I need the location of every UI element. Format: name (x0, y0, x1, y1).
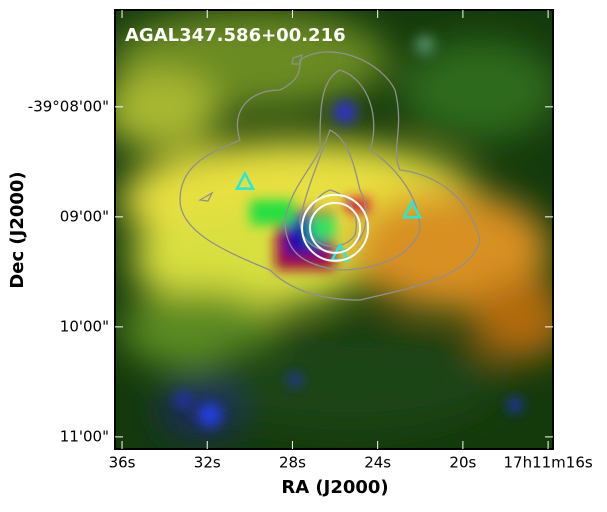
y-tick-label: -39°08'00" (28, 97, 109, 115)
x-tick-label: 24s (364, 454, 391, 472)
chart-title: AGAL347.586+00.216 (125, 25, 346, 46)
y-tick-label: 09'00" (60, 207, 109, 225)
y-tick-label: 10'00" (60, 317, 109, 335)
y-axis-label: Dec (J2000) (7, 171, 28, 288)
x-tick-label: 32s (194, 454, 221, 472)
x-tick-label: 17h11m16s (503, 454, 592, 472)
triangle-marker (234, 170, 256, 190)
x-axis-label: RA (J2000) (281, 477, 388, 498)
x-tick-label: 28s (279, 454, 306, 472)
sky-image (115, 10, 553, 449)
x-tick-label: 20s (449, 454, 476, 472)
triangle-marker (401, 199, 423, 219)
x-tick-label: 36s (109, 454, 136, 472)
circle-marker (309, 201, 362, 254)
y-tick-label: 11'00" (60, 427, 109, 445)
circle-marker (301, 193, 370, 262)
frame (114, 9, 554, 450)
